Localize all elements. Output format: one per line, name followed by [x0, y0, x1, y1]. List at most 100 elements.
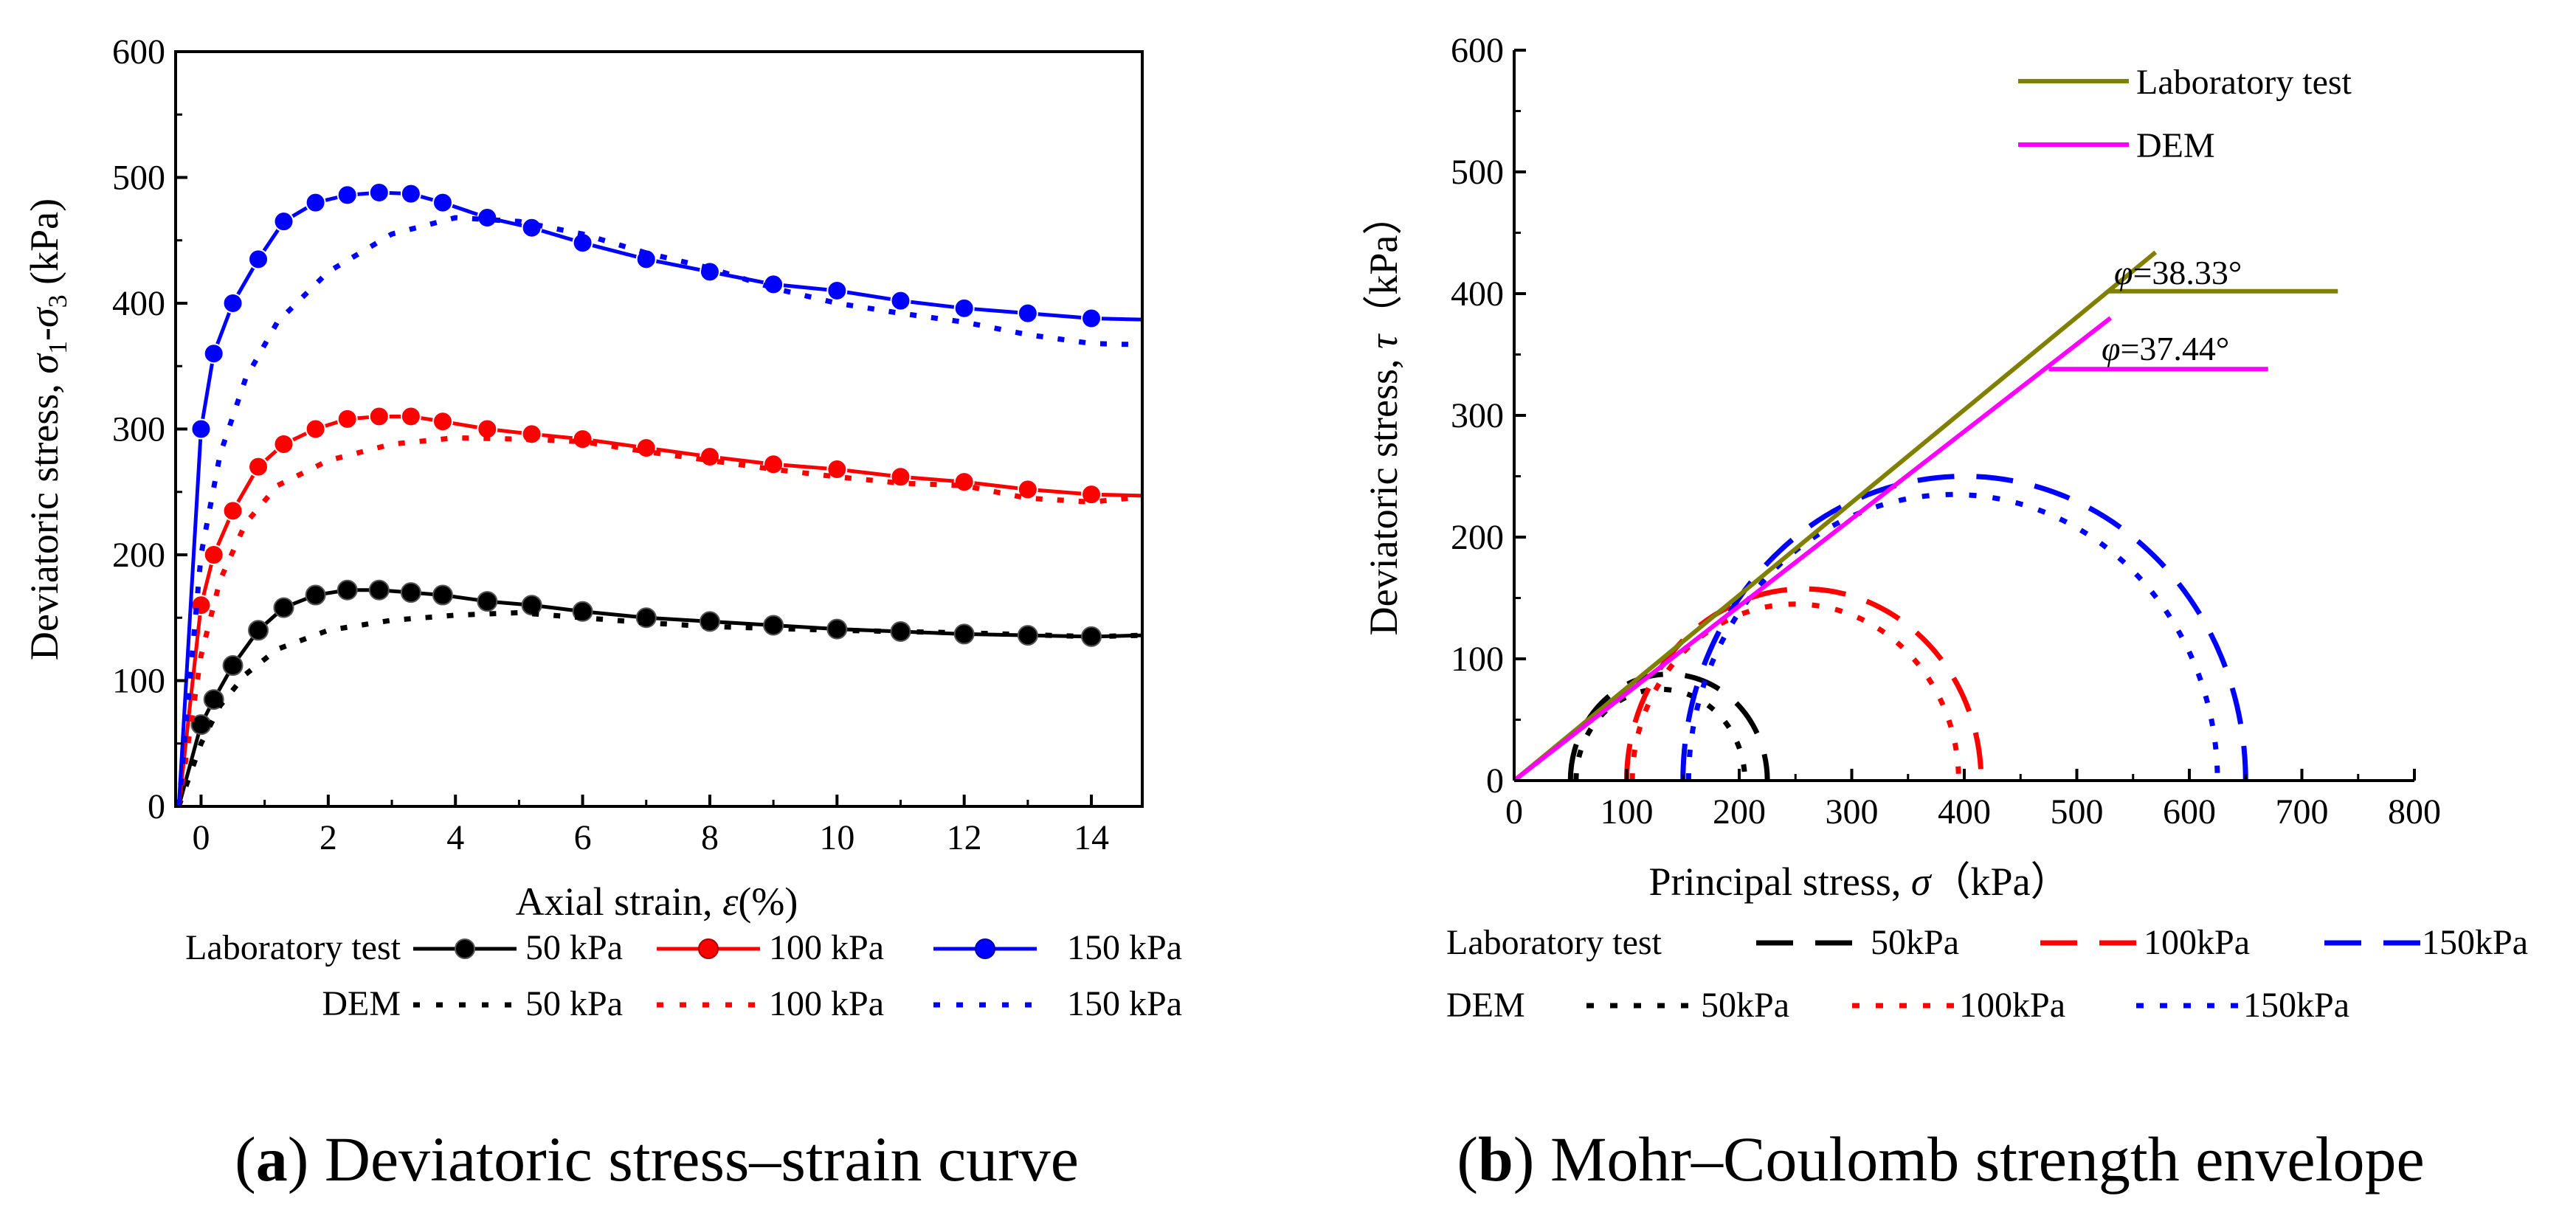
a-data-point	[336, 579, 358, 601]
a-series-line	[176, 215, 1143, 807]
legend-b-dem-150-label: 150kPa	[2243, 986, 2349, 1025]
legend-b-lab-100-label: 100kPa	[2144, 923, 2250, 962]
panel-b-y-axis-label: Deviatoric stress, τ（kPa）	[1361, 196, 1406, 636]
b-y-tick-label: 500	[1451, 153, 1504, 192]
panel-a-x-ticks: 0 2 4 6 8 10 12 14	[192, 795, 1109, 857]
legend-a-lab-100-swatch	[657, 938, 760, 959]
a-data-point	[305, 192, 326, 213]
a-data-point	[222, 500, 244, 522]
a-data-point	[432, 584, 453, 606]
a-data-point	[336, 408, 358, 429]
b-envelope-line	[1513, 316, 2113, 783]
b-x-tick-label: 700	[2276, 792, 2329, 831]
a-y-tick-label: 400	[112, 284, 165, 323]
panel-a-stress-strain: 0 2 4 6 8 10 12 14 0 100 200 300 400 500 600 Axial st…	[22, 32, 1182, 1194]
a-data-point	[572, 429, 593, 450]
a-data-point	[273, 597, 294, 618]
b-x-tick-label: 0	[1505, 792, 1523, 831]
a-data-point	[248, 456, 269, 477]
phi-label-dem: φ=37.44°	[2102, 330, 2229, 367]
panel-b-top-legend: Laboratory test DEM	[2018, 63, 2352, 165]
b-x-tick-label: 200	[1713, 792, 1766, 831]
b-x-tick-label: 800	[2388, 792, 2441, 831]
a-data-point	[273, 433, 294, 454]
a-data-point	[763, 615, 784, 636]
a-x-tick-label: 0	[192, 818, 210, 857]
legend-b-dem-label: DEM	[2136, 126, 2215, 165]
b-y-tick-label: 100	[1451, 640, 1504, 679]
a-data-point	[203, 544, 224, 565]
b-y-tick-label: 0	[1486, 761, 1504, 801]
a-x-tick-label: 6	[574, 818, 592, 857]
a-x-tick-label: 4	[446, 818, 464, 857]
b-mohr-circle	[1624, 586, 1984, 781]
a-series-line	[176, 414, 1143, 807]
a-data-point	[305, 418, 326, 440]
panel-b-mohr-coulomb: 0 100 200 300 400 500 600 700 800 0 100 200 300 400 5…	[1361, 31, 2528, 1194]
a-x-tick-label: 12	[947, 818, 982, 857]
a-data-point	[368, 579, 390, 601]
a-data-point	[400, 406, 421, 427]
a-data-point	[400, 582, 421, 604]
b-x-tick-label: 600	[2163, 792, 2216, 831]
panel-b-y-ticks: 0 100 200 300 400 500 600	[1451, 31, 1526, 801]
legend-b-row1-label: Laboratory test	[1446, 923, 1662, 962]
a-y-tick-label: 600	[112, 32, 165, 72]
b-y-tick-label: 600	[1451, 31, 1504, 70]
a-data-point	[248, 620, 269, 641]
a-data-point	[699, 446, 720, 468]
legend-a-lab-150-swatch	[933, 938, 1037, 959]
a-y-tick-label: 100	[112, 662, 165, 701]
a-data-point	[953, 471, 975, 493]
a-data-point	[248, 249, 269, 270]
panel-a-x-axis-label: Axial strain, ε(%)	[516, 879, 798, 924]
a-data-point	[400, 183, 421, 204]
a-data-point	[890, 290, 911, 311]
caption-a: (a) Deviatoric stress–strain curve	[235, 1124, 1079, 1194]
panel-a-y-axis-label: Deviatoric stress, σ1-σ3 (kPa)	[22, 198, 72, 660]
a-data-point	[826, 280, 848, 301]
legend-b-lab-150-label: 150kPa	[2422, 923, 2528, 962]
a-data-point	[763, 454, 784, 475]
a-data-point	[1017, 302, 1038, 324]
legend-b-dem-50-label: 50kPa	[1701, 986, 1789, 1025]
a-data-point	[953, 297, 975, 319]
legend-a-lab-150-label: 150 kPa	[1067, 928, 1182, 967]
panel-a-plot-area	[176, 181, 1143, 808]
legend-a-row2-label: DEM	[322, 984, 401, 1023]
legend-a-row1-label: Laboratory test	[185, 928, 401, 967]
a-x-tick-label: 10	[819, 818, 854, 857]
a-data-point	[1017, 479, 1038, 500]
a-data-point	[203, 343, 224, 364]
a-data-point	[432, 411, 453, 432]
a-data-point	[222, 655, 244, 677]
a-data-point	[1081, 308, 1102, 329]
a-y-tick-label: 200	[112, 536, 165, 575]
b-x-tick-label: 100	[1600, 792, 1654, 831]
panel-b-x-ticks: 0 100 200 300 400 500 600 700 800	[1505, 769, 2441, 831]
a-series-line	[176, 609, 1143, 808]
a-y-tick-label: 500	[112, 159, 165, 198]
legend-a-dem-150-label: 150 kPa	[1067, 984, 1182, 1023]
a-data-point	[890, 466, 911, 488]
a-data-point	[1081, 484, 1102, 505]
legend-a-lab-50-label: 50 kPa	[525, 928, 623, 967]
a-data-point	[635, 438, 657, 459]
a-data-point	[190, 418, 212, 440]
b-mohr-circle	[1685, 491, 2220, 781]
legend-a-lab-50-swatch	[413, 938, 517, 959]
b-x-tick-label: 400	[1938, 792, 1991, 831]
a-data-point	[635, 249, 657, 270]
a-data-point	[336, 184, 358, 206]
legend-a-dem-50-label: 50 kPa	[525, 984, 623, 1023]
a-x-tick-label: 14	[1074, 818, 1109, 857]
panel-b-bottom-legend: Laboratory test 50kPa 100kPa 150kPa DEM …	[1446, 923, 2528, 1025]
a-x-tick-label: 2	[320, 818, 337, 857]
phi-label-laboratory: φ=38.33°	[2114, 254, 2242, 291]
a-data-point	[222, 293, 244, 314]
a-x-tick-label: 8	[701, 818, 719, 857]
b-x-tick-label: 500	[2051, 792, 2104, 831]
a-data-point	[305, 584, 326, 606]
b-envelope-line	[1513, 250, 2158, 783]
